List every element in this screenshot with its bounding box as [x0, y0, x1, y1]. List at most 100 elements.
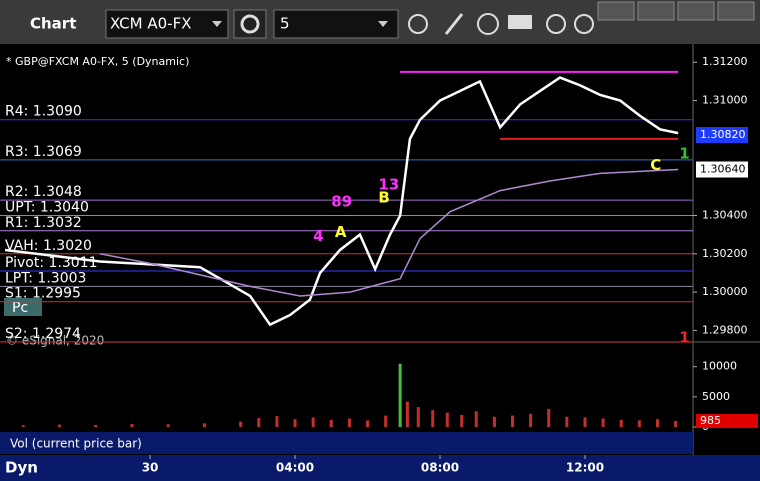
- volume-bar: [257, 417, 261, 427]
- volume-bar: [601, 418, 605, 427]
- status: Dyn: [5, 459, 38, 477]
- level-label: UPT: 1.3040: [5, 199, 89, 215]
- alert-icon[interactable]: [574, 14, 594, 34]
- price-marker: [696, 161, 748, 178]
- badge-text: Pc: [12, 300, 28, 316]
- interval-box[interactable]: [273, 9, 399, 39]
- last-volume: 985: [700, 414, 721, 427]
- volume-bar: [529, 413, 533, 427]
- y-tick-label: 10000: [702, 360, 737, 373]
- y-tick-label: 1.30200: [702, 247, 748, 260]
- symbol-box[interactable]: [105, 9, 229, 39]
- volume-bar: [474, 411, 478, 427]
- volume-bar: [57, 424, 61, 427]
- dropdown-arrow[interactable]: [212, 21, 222, 27]
- copyright: © eSignal, 2020: [6, 334, 104, 348]
- y-tick-label: 1.31000: [702, 94, 748, 107]
- level-label: R3: 1.3069: [5, 144, 82, 160]
- volume-bar: [398, 363, 402, 427]
- volume-bar: [347, 418, 351, 427]
- price-marker-label: 1.30640: [700, 163, 746, 176]
- interval[interactable]: 5: [280, 15, 290, 33]
- y-tick-label: 1.30400: [702, 208, 748, 221]
- maximize-button[interactable]: [677, 1, 715, 21]
- y-tick-label: 1.31200: [702, 55, 748, 68]
- time-axis: [0, 455, 760, 481]
- badge: [4, 298, 42, 316]
- get-icon[interactable]: [508, 15, 532, 29]
- volume-bar: [130, 423, 134, 427]
- pencil-icon[interactable]: [444, 13, 464, 35]
- price-marker-label: 1.30820: [700, 128, 746, 141]
- volume-bar: [547, 408, 551, 427]
- annotation: 1: [679, 329, 689, 347]
- study-icon[interactable]: [477, 13, 499, 35]
- level-label: S1: 1.2995: [5, 286, 81, 302]
- volume-bar: [674, 421, 678, 427]
- y-tick-label: 1.30000: [702, 285, 748, 298]
- volume-bar: [637, 420, 641, 427]
- level-label: LPT: 1.3003: [5, 270, 86, 286]
- level-label: R2: 1.3048: [5, 184, 82, 200]
- dropdown-arrow[interactable]: [378, 21, 388, 27]
- volume-bar: [311, 417, 315, 427]
- level-label: Pivot: 1.3011: [5, 255, 98, 271]
- volume-bar: [460, 414, 464, 427]
- volume-bar: [202, 423, 206, 427]
- close-button[interactable]: [717, 1, 755, 21]
- annotation: C: [650, 156, 661, 174]
- volume-bar: [239, 421, 243, 427]
- volume-bar: [565, 416, 569, 427]
- volume-bar: [329, 419, 333, 427]
- chart-title: * GBP@FXCM A0-FX, 5 (Dynamic): [6, 55, 189, 68]
- volume-bar: [94, 424, 98, 427]
- volume-bar: [416, 407, 420, 427]
- volume-bar: [275, 416, 279, 427]
- volume-title: Vol (current price bar): [10, 437, 142, 451]
- volume-bar: [492, 416, 496, 427]
- help-button[interactable]: [597, 1, 635, 21]
- x-tick-label: 12:00: [566, 461, 604, 475]
- level-label: R1: 1.3032: [5, 215, 82, 231]
- volume-bar: [431, 410, 435, 427]
- volume-bar: [366, 420, 370, 427]
- volume-label-bar: [0, 432, 693, 454]
- volume-bar: [293, 419, 297, 427]
- annotation: 4: [313, 227, 323, 245]
- volume-bar: [21, 425, 25, 427]
- price-marker: [696, 127, 748, 144]
- level-label: R4: 1.3090: [5, 104, 82, 120]
- annotation: 1: [679, 145, 689, 163]
- settings-button[interactable]: [233, 9, 267, 39]
- y-tick-label: 1.29800: [702, 323, 748, 336]
- volume-bar: [384, 415, 388, 427]
- volume-bar: [655, 419, 659, 427]
- gear-icon[interactable]: [240, 14, 260, 34]
- series-line: [4, 76, 679, 327]
- clock-icon[interactable]: [408, 14, 428, 34]
- volume-bar: [445, 412, 449, 427]
- minimize-button[interactable]: [637, 1, 675, 21]
- volume-bar: [619, 419, 623, 427]
- series-line: [99, 168, 679, 297]
- volume-bar: [511, 415, 515, 427]
- annotation: 89: [331, 193, 352, 211]
- annotation: 13: [378, 175, 399, 193]
- level-label: VAH: 1.3020: [5, 238, 92, 254]
- annotation: A: [335, 223, 347, 241]
- x-tick-label: 04:00: [276, 461, 314, 475]
- annotation: B: [378, 189, 389, 207]
- x-tick-label: 30: [142, 461, 159, 475]
- last-volume-box: [696, 414, 758, 429]
- level-label: S2: 1.2974: [5, 326, 81, 342]
- play-icon[interactable]: [546, 14, 566, 34]
- window-title: Chart: [30, 15, 76, 33]
- y-tick-label: 5000: [702, 390, 730, 403]
- volume-bar: [583, 417, 587, 427]
- x-tick-label: 08:00: [421, 461, 459, 475]
- volume-bar: [405, 401, 409, 427]
- symbol[interactable]: XCM A0-FX: [110, 15, 192, 33]
- price-axis: [693, 44, 760, 481]
- volume-bar: [166, 424, 170, 427]
